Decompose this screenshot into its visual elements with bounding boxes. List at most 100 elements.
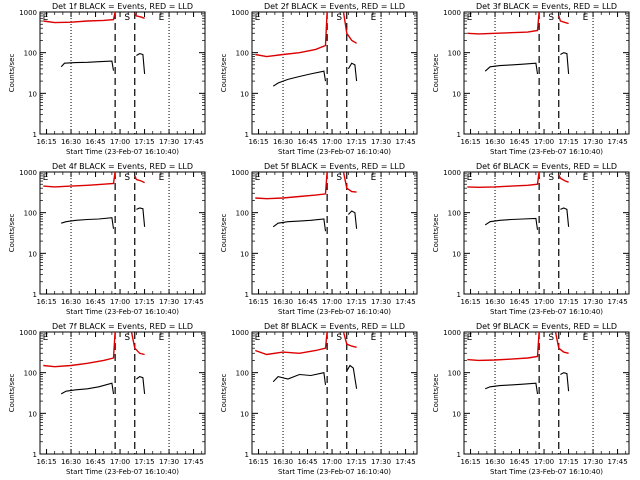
series-line-lld	[342, 331, 357, 348]
x-tick-label: 17:15	[558, 138, 578, 146]
series-line-events	[484, 382, 539, 394]
x-tick-label: 16:15	[460, 298, 480, 306]
y-tick-label: 10	[240, 90, 249, 98]
x-tick-label: 17:30	[371, 458, 391, 466]
x-tick-label: 17:30	[371, 138, 391, 146]
x-tick-label: 17:15	[346, 138, 366, 146]
event-marker-label: S	[548, 13, 554, 23]
event-marker-label: E	[467, 333, 473, 343]
y-tick-label: 10	[28, 410, 37, 418]
y-tick-label: 100	[24, 370, 37, 378]
event-marker-label: S	[124, 333, 130, 343]
x-axis-label: Start Time (23-Feb-07 16:10:40)	[490, 308, 603, 316]
y-tick-label: 1000	[443, 169, 461, 177]
y-tick-label: 1000	[443, 329, 461, 337]
event-marker-label: E	[159, 173, 165, 183]
series-line-lld	[255, 331, 328, 356]
x-tick-label: 17:45	[183, 298, 203, 306]
y-axis-label: Counts/sec	[432, 214, 440, 253]
series-line-lld	[255, 171, 328, 200]
x-tick-label: 17:00	[322, 138, 342, 146]
series-line-lld	[554, 331, 569, 354]
y-tick-label: 100	[448, 210, 461, 218]
x-tick-label: 16:30	[61, 138, 81, 146]
panel-title: Det 1f BLACK = Events, RED = LLD	[52, 2, 193, 11]
series-line-events	[484, 62, 539, 74]
series-line-events	[346, 364, 358, 389]
x-tick-label: 16:30	[61, 298, 81, 306]
series-line-events	[560, 207, 570, 227]
panel-title: Det 2f BLACK = Events, RED = LLD	[264, 2, 405, 11]
x-tick-label: 16:15	[36, 138, 56, 146]
event-marker-label: E	[159, 13, 165, 23]
event-marker-label: E	[583, 173, 589, 183]
x-tick-label: 16:45	[85, 138, 105, 146]
series-line-lld	[558, 174, 569, 183]
event-marker-label: E	[159, 333, 165, 343]
series-line-events	[560, 52, 570, 74]
x-tick-label: 17:00	[110, 138, 130, 146]
y-tick-label: 1000	[19, 9, 37, 17]
x-tick-label: 17:30	[159, 458, 179, 466]
x-tick-label: 16:45	[509, 138, 529, 146]
y-tick-label: 100	[236, 50, 249, 58]
y-axis-label: Counts/sec	[220, 54, 228, 93]
x-tick-label: 17:30	[159, 298, 179, 306]
event-marker-label: E	[43, 333, 49, 343]
y-tick-label: 10	[28, 90, 37, 98]
panel-title: Det 8f BLACK = Events, RED = LLD	[264, 322, 405, 331]
x-tick-label: 17:45	[607, 458, 627, 466]
plot-frame	[251, 331, 418, 455]
x-tick-label: 16:30	[485, 458, 505, 466]
x-tick-label: 17:00	[110, 458, 130, 466]
series-line-lld	[43, 331, 116, 368]
series-line-events	[347, 62, 358, 82]
series-line-lld	[134, 175, 145, 184]
plot-frame	[39, 11, 206, 135]
x-tick-label: 16:45	[85, 298, 105, 306]
x-tick-label: 17:15	[134, 298, 154, 306]
y-tick-label: 100	[24, 210, 37, 218]
plot-frame	[463, 331, 630, 455]
event-marker-label: S	[124, 173, 130, 183]
series-line-events	[136, 207, 146, 227]
x-tick-label: 17:15	[346, 298, 366, 306]
plot-frame	[463, 171, 630, 295]
series-line-lld	[255, 11, 328, 58]
x-axis-label: Start Time (23-Feb-07 16:10:40)	[490, 148, 603, 156]
x-tick-label: 16:45	[297, 138, 317, 146]
event-marker-label: E	[371, 13, 377, 23]
x-tick-label: 16:45	[509, 458, 529, 466]
x-tick-label: 17:15	[134, 458, 154, 466]
x-tick-label: 16:15	[248, 458, 268, 466]
x-tick-label: 17:30	[159, 138, 179, 146]
y-axis-label: Counts/sec	[220, 214, 228, 253]
x-axis-label: Start Time (23-Feb-07 16:10:40)	[278, 468, 391, 476]
detector-panel-8: Det 8f BLACK = Events, RED = LLD 1 10 100 10…	[220, 322, 418, 476]
event-marker-label: E	[583, 13, 589, 23]
y-axis-label: Counts/sec	[220, 374, 228, 413]
detector-panel-1: Det 1f BLACK = Events, RED = LLD 1 10 100 10…	[8, 2, 206, 156]
y-tick-label: 1	[33, 291, 37, 299]
detector-panel-5: Det 5f BLACK = Events, RED = LLD 1 10 100 10…	[220, 162, 418, 316]
y-tick-label: 10	[240, 250, 249, 258]
x-tick-label: 16:30	[485, 298, 505, 306]
panel-title: Det 6f BLACK = Events, RED = LLD	[476, 162, 617, 171]
event-marker-label: E	[255, 13, 261, 23]
y-tick-label: 100	[24, 50, 37, 58]
series-line-events	[347, 210, 358, 229]
y-tick-label: 1	[457, 131, 461, 139]
y-tick-label: 1000	[231, 169, 249, 177]
panel-title: Det 3f BLACK = Events, RED = LLD	[476, 2, 617, 11]
event-marker-label: E	[43, 13, 49, 23]
x-tick-label: 17:45	[395, 298, 415, 306]
x-tick-label: 16:45	[509, 298, 529, 306]
x-axis-label: Start Time (23-Feb-07 16:10:40)	[490, 468, 603, 476]
x-tick-label: 17:45	[183, 458, 203, 466]
x-tick-label: 17:00	[322, 458, 342, 466]
event-marker-label: S	[336, 173, 342, 183]
event-marker-label: E	[467, 173, 473, 183]
x-tick-label: 16:30	[61, 458, 81, 466]
x-tick-label: 17:30	[583, 138, 603, 146]
x-tick-label: 16:15	[248, 138, 268, 146]
